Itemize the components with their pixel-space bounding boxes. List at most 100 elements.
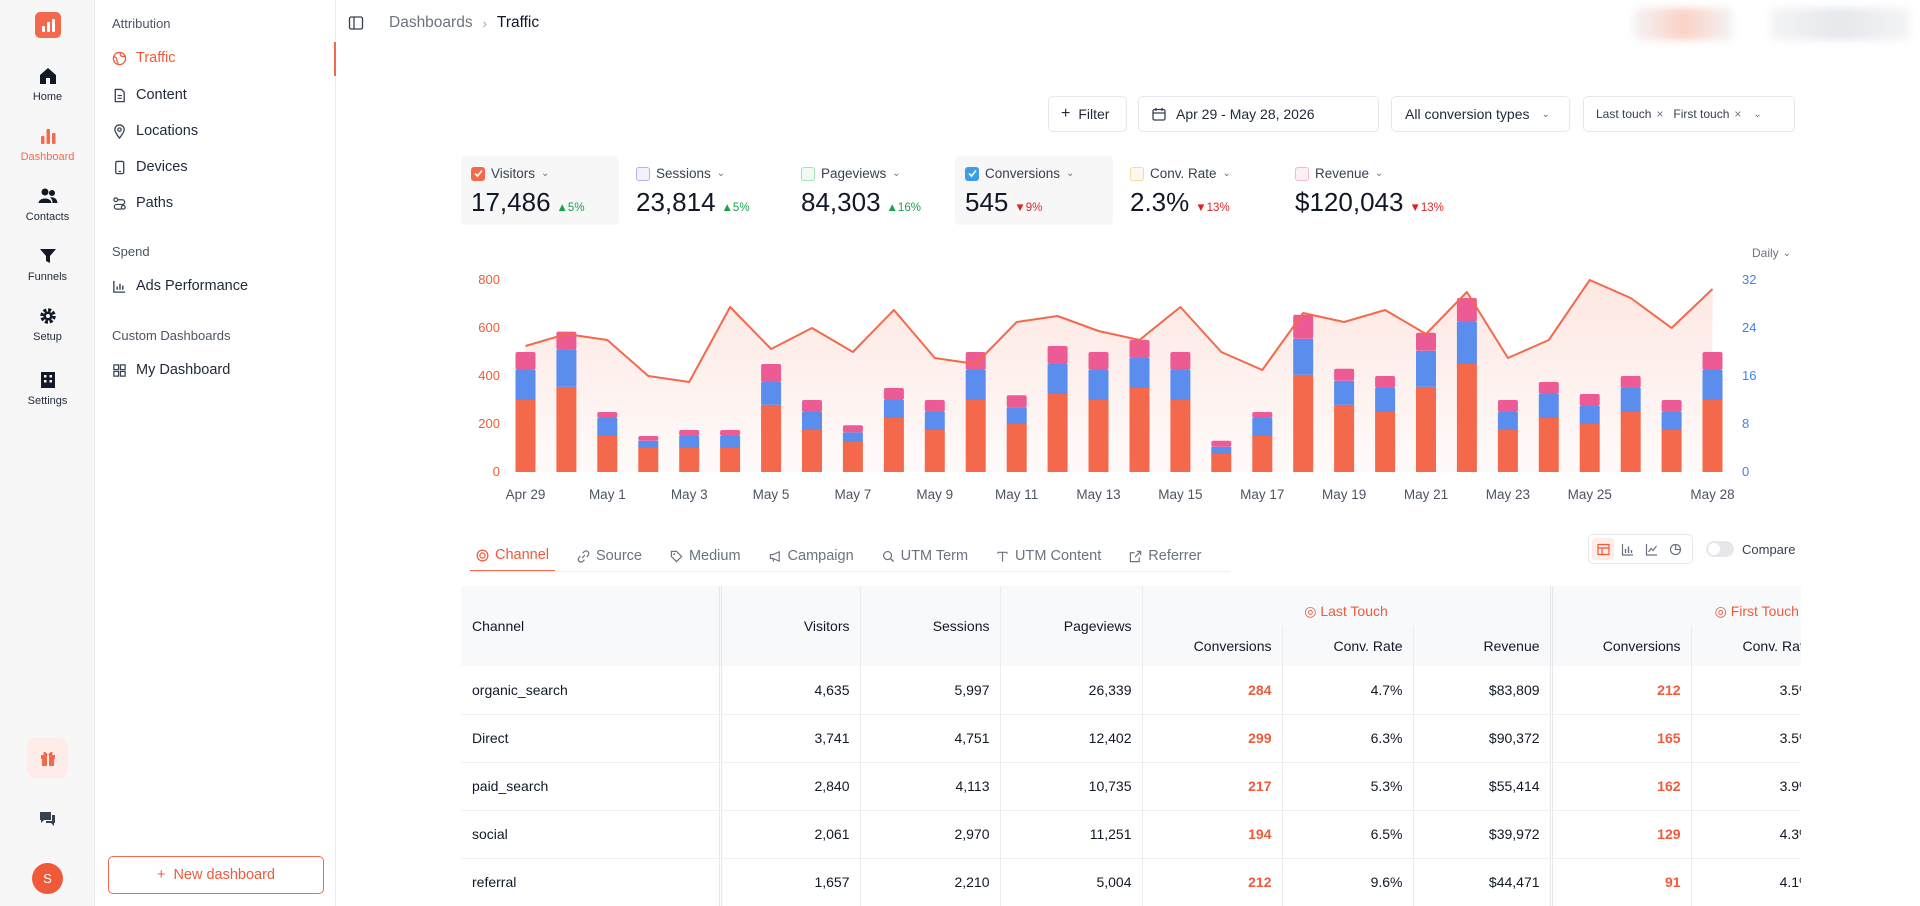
rail-item-settings[interactable]: Settings xyxy=(0,370,95,407)
checkbox-icon[interactable] xyxy=(965,166,979,181)
chevron-down-icon[interactable]: ⌄ xyxy=(892,168,901,179)
conversion-types-select[interactable]: All conversion types ⌄ xyxy=(1391,96,1570,132)
funnel-icon xyxy=(39,249,56,263)
chevron-down-icon: ⌄ xyxy=(1541,108,1550,120)
column-header-visitors[interactable]: Visitors xyxy=(718,586,860,666)
bar-segment xyxy=(1375,388,1396,412)
table-row[interactable]: social 2,061 2,970 11,251 194 6.5% $39,972 129 4… xyxy=(461,810,1801,859)
cell-sessions: 4,751 xyxy=(859,714,1000,763)
metric-pageviews[interactable]: Pageviews ⌄ 84,303 ▲16% xyxy=(801,166,921,217)
tab-utm-term[interactable]: UTM Term xyxy=(876,540,974,572)
pie-view-button[interactable] xyxy=(1664,538,1686,560)
sidebar-item-devices[interactable]: Devices xyxy=(112,152,334,182)
bar-segment xyxy=(1293,374,1314,472)
sidebar-item-ads-performance[interactable]: Ads Performance xyxy=(112,271,334,301)
rail-item-contacts[interactable]: Contacts xyxy=(0,186,95,223)
sidebar-item-my-dashboard[interactable]: My Dashboard xyxy=(112,355,334,385)
y-left-tick-label: 400 xyxy=(478,368,500,383)
column-header-lt-revenue[interactable]: Revenue xyxy=(1412,626,1552,666)
table-row[interactable]: Direct 3,741 4,751 12,402 299 6.3% $90,372 165 3… xyxy=(461,714,1801,763)
bar-segment xyxy=(1293,338,1314,375)
compare-toggle[interactable]: Compare xyxy=(1706,541,1795,557)
bar-segment xyxy=(1334,380,1355,405)
tab-referrer[interactable]: Referrer xyxy=(1123,540,1207,572)
metric-revenue[interactable]: Revenue ⌄ $120,043 ▼13% xyxy=(1295,166,1444,217)
rail-item-setup[interactable]: Setup xyxy=(0,306,95,343)
column-header-pageviews[interactable]: Pageviews xyxy=(999,586,1142,666)
group-header-last-touch: ◎ Last Touch xyxy=(1141,586,1552,626)
megaphone-icon xyxy=(769,550,780,562)
tab-utm-content[interactable]: UTM Content xyxy=(990,540,1107,572)
filter-button[interactable]: + Filter xyxy=(1048,96,1127,132)
cell-channel: organic_search xyxy=(461,666,720,715)
chevron-down-icon[interactable]: ⌄ xyxy=(1066,168,1075,179)
column-header-sessions[interactable]: Sessions xyxy=(859,586,1000,666)
new-dashboard-button[interactable]: + New dashboard xyxy=(108,856,324,894)
blurred-header-control[interactable] xyxy=(1633,8,1733,40)
y-left-tick-label: 0 xyxy=(493,464,500,479)
checkbox-icon[interactable] xyxy=(636,166,650,181)
chevron-down-icon[interactable]: ⌄ xyxy=(1375,168,1384,179)
bar-segment xyxy=(883,400,904,418)
tab-channel[interactable]: Channel xyxy=(470,540,556,572)
rail-item-dashboard[interactable]: Dashboard xyxy=(0,126,95,163)
chevron-down-icon[interactable]: ⌄ xyxy=(541,168,550,179)
table-row[interactable]: referral 1,657 2,210 5,004 212 9.6% $44,471 91 4… xyxy=(461,858,1801,906)
metric-visitors[interactable]: Visitors ⌄ 17,486 ▲5% xyxy=(461,156,619,225)
blurred-header-control[interactable] xyxy=(1770,8,1910,40)
app-logo-icon[interactable] xyxy=(35,12,61,38)
rail-item-home[interactable]: Home xyxy=(0,66,95,103)
x-tick-label: May 5 xyxy=(753,487,790,502)
checkbox-icon[interactable] xyxy=(471,166,485,181)
attribution-model-select[interactable]: Last touch × First touch × ⌄ xyxy=(1583,96,1795,132)
line-view-button[interactable] xyxy=(1640,538,1662,560)
tab-campaign[interactable]: Campaign xyxy=(763,540,860,572)
table-view-button[interactable] xyxy=(1592,538,1614,560)
rail-item-funnels[interactable]: Funnels xyxy=(0,246,95,283)
metric-sessions[interactable]: Sessions ⌄ 23,814 ▲5% xyxy=(636,166,750,217)
bar-segment xyxy=(720,448,741,472)
checkbox-icon[interactable] xyxy=(1295,166,1309,181)
granularity-select[interactable]: Daily ⌄ xyxy=(1752,246,1792,260)
metric-conversions[interactable]: Conversions ⌄ 545 ▼9% xyxy=(955,156,1113,225)
bar-segment xyxy=(802,430,822,472)
table-row[interactable]: paid_search 2,840 4,113 10,735 217 5.3% $55,41… xyxy=(461,762,1801,811)
gift-button[interactable] xyxy=(27,738,68,778)
chat-icon[interactable] xyxy=(37,808,57,828)
chevron-down-icon[interactable]: ⌄ xyxy=(1222,168,1231,179)
sidebar-item-traffic[interactable]: Traffic xyxy=(112,43,334,73)
close-icon[interactable]: × xyxy=(1734,107,1742,121)
column-header-lt-conversions[interactable]: Conversions xyxy=(1141,626,1282,666)
cell-ft-conversions: 212 xyxy=(1549,666,1692,715)
bar-segment xyxy=(1006,407,1027,424)
avatar[interactable]: S xyxy=(32,863,63,894)
breadcrumb-dashboards[interactable]: Dashboards xyxy=(389,14,473,31)
delta-badge: ▲5% xyxy=(556,202,585,214)
checkbox-icon[interactable] xyxy=(1130,166,1144,181)
metric-conv-rate[interactable]: Conv. Rate ⌄ 2.3% ▼13% xyxy=(1130,166,1231,217)
sidebar-toggle-icon[interactable] xyxy=(348,15,364,31)
sidebar-item-paths[interactable]: Paths xyxy=(112,188,334,218)
column-header-ft-conv-rate[interactable]: Conv. Rate xyxy=(1690,626,1801,666)
chevron-down-icon[interactable]: ⌄ xyxy=(716,168,726,179)
cell-lt-revenue: $83,809 xyxy=(1412,666,1552,715)
tab-medium[interactable]: Medium xyxy=(664,540,747,572)
delta-badge: ▼13% xyxy=(1409,202,1444,214)
column-header-ft-conversions[interactable]: Conversions xyxy=(1549,626,1692,666)
bar-segment xyxy=(597,436,618,472)
close-icon[interactable]: × xyxy=(1656,107,1664,121)
cell-lt-revenue: $90,372 xyxy=(1412,714,1552,763)
column-header-lt-conv-rate[interactable]: Conv. Rate xyxy=(1281,626,1413,666)
bar-segment xyxy=(1006,395,1027,408)
sidebar-item-content[interactable]: Content xyxy=(112,80,334,110)
tab-source[interactable]: Source xyxy=(571,540,648,572)
sidebar-item-locations[interactable]: Locations xyxy=(112,116,334,146)
table-row[interactable]: organic_search 4,635 5,997 26,339 284 4.7% $83… xyxy=(461,666,1801,715)
compare-switch[interactable] xyxy=(1706,541,1734,557)
date-range-picker[interactable]: Apr 29 - May 28, 2026 xyxy=(1138,96,1379,132)
delta-badge: ▼13% xyxy=(1195,202,1230,214)
column-header-channel[interactable]: Channel xyxy=(461,586,720,666)
checkbox-icon[interactable] xyxy=(801,166,815,181)
bar-view-button[interactable] xyxy=(1616,538,1638,560)
cell-ft-conv-rate: 3.9% xyxy=(1690,762,1801,811)
